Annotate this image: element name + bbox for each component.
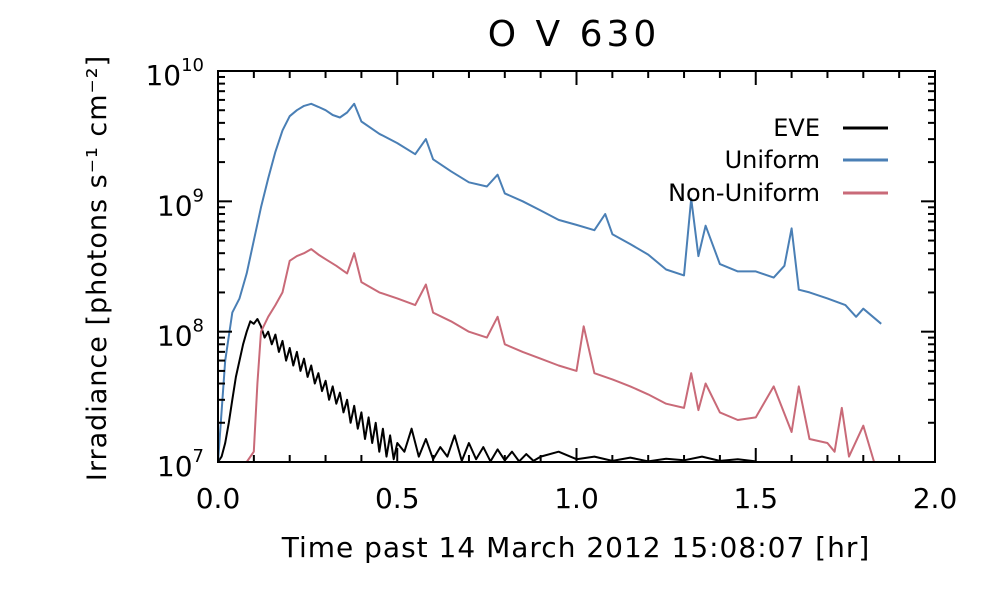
y-tick-label: 107 <box>157 446 204 483</box>
series-layer <box>217 102 882 463</box>
x-axis-label: Time past 14 March 2012 15:08:07 [hr] <box>281 531 871 564</box>
y-axis: 107 108 109 1010 <box>145 55 935 483</box>
x-tick-label: 0.5 <box>375 482 420 515</box>
y-tick-label: 108 <box>157 316 204 353</box>
x-tick-label: 1.5 <box>733 482 778 515</box>
y-tick-label: 1010 <box>145 55 204 92</box>
legend-label: EVE <box>773 114 820 142</box>
chart-title: O V 630 <box>488 14 661 55</box>
series-line-uniform <box>217 102 882 463</box>
x-tick-label: 2.0 <box>913 482 958 515</box>
x-axis: 0.0 0.5 1.0 1.5 2.0 <box>196 71 958 515</box>
x-tick-label: 0.0 <box>196 482 241 515</box>
plot-frame <box>217 70 936 463</box>
x-tick-label: 1.0 <box>554 482 599 515</box>
y-axis-label: Irradiance [photons s⁻¹ cm⁻²] <box>82 55 113 481</box>
legend: EVE Uniform Non-Uniform <box>668 114 888 207</box>
legend-label: Uniform <box>725 146 820 174</box>
series-line-non-uniform <box>218 248 876 463</box>
legend-label: Non-Uniform <box>668 179 820 207</box>
y-tick-label: 109 <box>157 185 204 222</box>
series-line-eve <box>217 318 756 463</box>
